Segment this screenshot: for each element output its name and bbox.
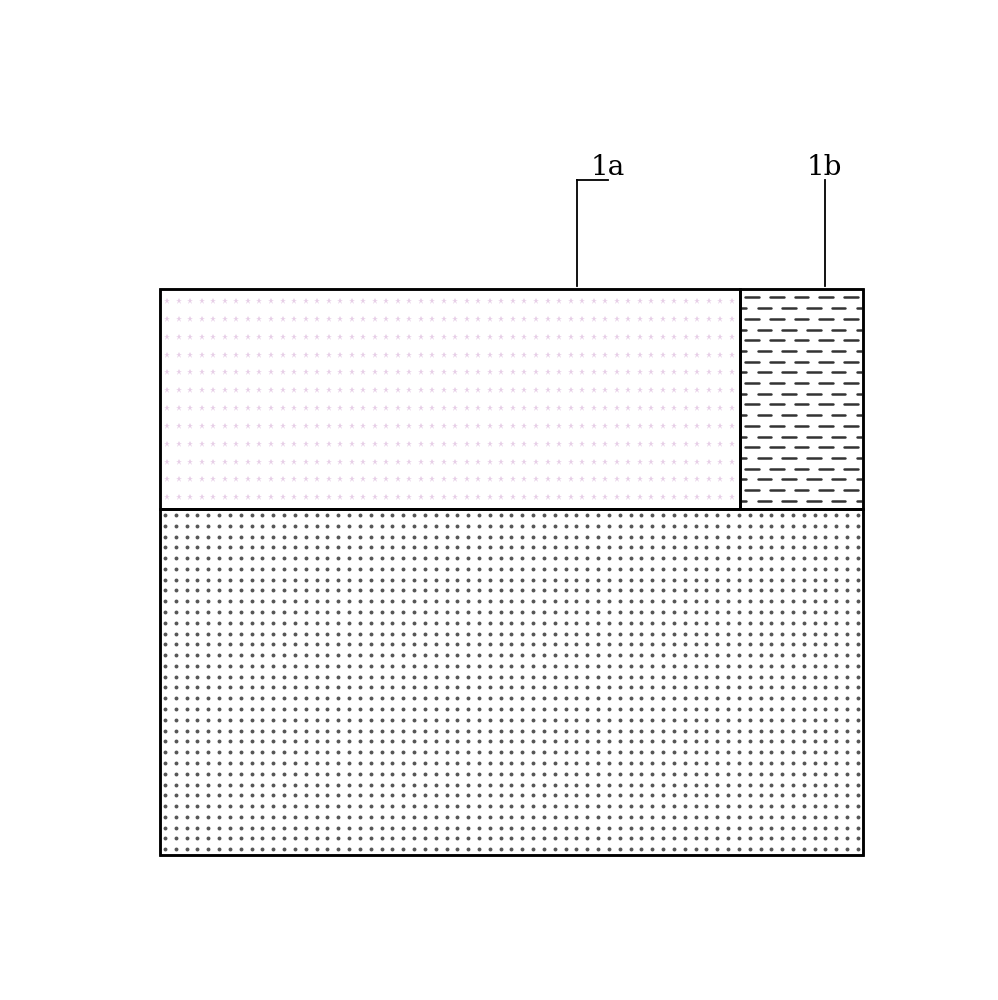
Bar	[740, 289, 863, 509]
Text: 1a: 1a	[591, 154, 626, 181]
Text: 1b: 1b	[807, 154, 842, 181]
Bar	[160, 289, 740, 509]
Bar	[160, 509, 863, 855]
Bar	[160, 509, 863, 855]
Bar	[740, 289, 863, 509]
Bar	[160, 289, 740, 509]
